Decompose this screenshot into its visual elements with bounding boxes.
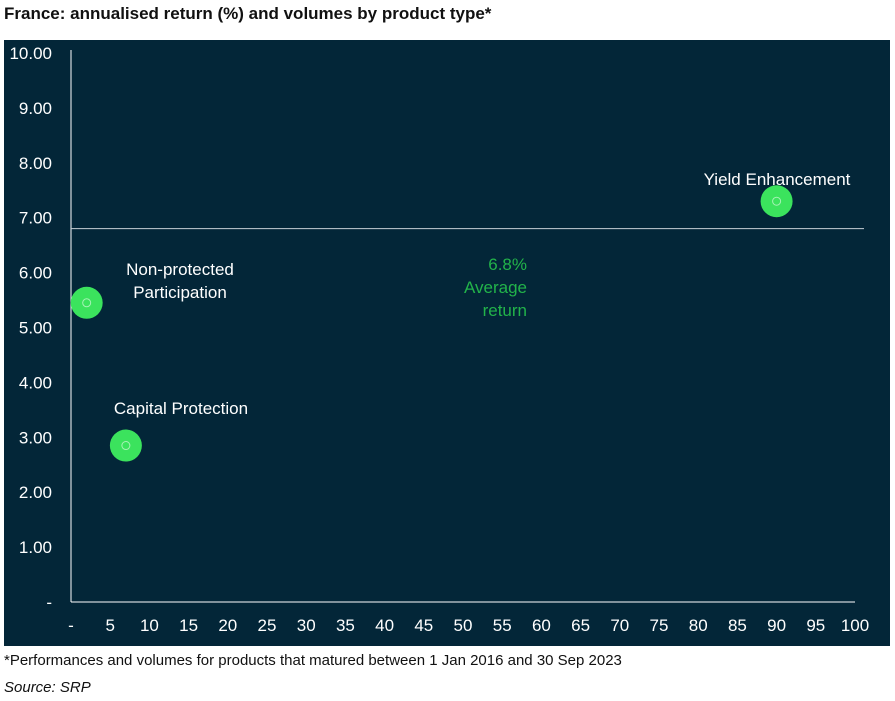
x-tick-label: 95: [806, 616, 825, 635]
data-point-label: Non-protected Participation: [126, 260, 234, 302]
y-tick-label: 10.00: [9, 44, 52, 63]
y-tick-label: 1.00: [19, 538, 52, 557]
data-point-label: Yield Enhancement: [704, 170, 851, 189]
x-tick-label: -: [68, 616, 74, 635]
average-return-label: Average: [464, 278, 527, 297]
average-return-label: return: [483, 301, 527, 320]
x-tick-label: 55: [493, 616, 512, 635]
chart-plot-area: - 1.00 2.00 3.00 4.00 5.00 6.00 7.00 8.00 9.00 10.…: [4, 40, 890, 646]
data-point-marker: [121, 441, 131, 451]
data-point-marker: [82, 298, 92, 308]
x-tick-label: 10: [140, 616, 159, 635]
x-tick-label: 15: [179, 616, 198, 635]
x-tick-label: 85: [728, 616, 747, 635]
x-tick-label: 65: [571, 616, 590, 635]
x-tick-label: 70: [610, 616, 629, 635]
x-tick-label: 30: [297, 616, 316, 635]
data-point: [70, 286, 103, 319]
x-tick-label: 100: [841, 616, 869, 635]
x-tick-label: 5: [105, 616, 114, 635]
data-point-label-line: Non-protected: [126, 260, 234, 279]
data-point-label: Capital Protection: [114, 399, 248, 418]
y-tick-label: 6.00: [19, 264, 52, 283]
data-point: [109, 429, 142, 462]
data-point-marker: [772, 196, 782, 206]
y-tick-label: 9.00: [19, 99, 52, 118]
x-tick-label: 50: [454, 616, 473, 635]
average-return-label: 6.8%: [488, 255, 527, 274]
y-tick-label: 5.00: [19, 319, 52, 338]
x-tick-label: 25: [258, 616, 277, 635]
x-tick-label: 90: [767, 616, 786, 635]
scatter-chart: - 1.00 2.00 3.00 4.00 5.00 6.00 7.00 8.00 9.00 10.…: [9, 44, 869, 635]
data-point-label-line: Participation: [133, 283, 227, 302]
x-tick-label: 40: [375, 616, 394, 635]
y-tick-label: 8.00: [19, 154, 52, 173]
data-point: [760, 185, 793, 218]
chart-source: Source: SRP: [4, 679, 91, 696]
chart-title: France: annualised return (%) and volume…: [4, 4, 492, 23]
chart-footnote: *Performances and volumes for products t…: [4, 652, 622, 669]
x-tick-label: 60: [532, 616, 551, 635]
y-tick-label: 7.00: [19, 209, 52, 228]
y-tick-label: 4.00: [19, 373, 52, 392]
x-tick-label: 75: [650, 616, 669, 635]
x-tick-label: 20: [218, 616, 237, 635]
x-tick-label: 45: [414, 616, 433, 635]
y-tick-label: 2.00: [19, 483, 52, 502]
x-tick-label: 80: [689, 616, 708, 635]
y-tick-label: -: [46, 593, 52, 612]
x-tick-label: 35: [336, 616, 355, 635]
y-tick-label: 3.00: [19, 428, 52, 447]
